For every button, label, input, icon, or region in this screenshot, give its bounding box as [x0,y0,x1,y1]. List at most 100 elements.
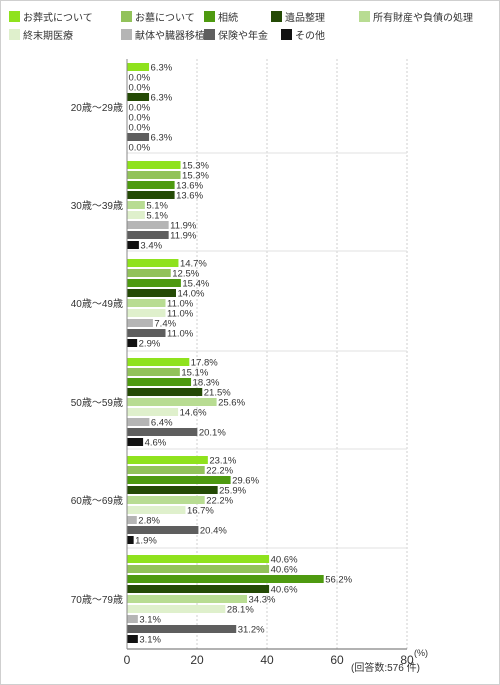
bar [127,161,181,169]
bar [127,63,150,71]
data-label: 0.0% [129,103,151,114]
bar [127,526,199,534]
data-label: 2.8% [138,516,160,527]
data-label: 15.4% [182,279,209,290]
data-label: 40.6% [271,555,298,566]
legend-item: 相続 [204,9,238,24]
data-label: 21.5% [204,388,231,399]
legend-swatch [9,10,20,22]
bar [127,299,166,307]
category-label: 40歳〜49歳 [71,298,123,310]
data-label: 25.6% [218,398,245,409]
bar [127,428,198,436]
x-tick-label: 60 [330,653,344,667]
legend-label: 終末期医療 [23,30,73,42]
legend-item: お葬式について [9,9,93,24]
bar [127,476,231,484]
legend-label: お墓について [135,12,195,24]
category-label: 30歳〜39歳 [71,200,123,212]
data-label: 6.3% [151,93,173,104]
bar [127,496,205,504]
data-label: 0.0% [129,143,151,154]
data-label: 22.2% [206,466,233,477]
data-label: 6.3% [151,63,173,74]
bar [127,309,166,317]
legend-label: 相続 [218,12,238,24]
data-label: 20.4% [200,526,227,537]
x-axis-unit: (%) [414,648,428,658]
bar [127,388,203,396]
legend-item: お墓について [121,9,195,24]
bar [127,319,153,327]
bar [127,211,145,219]
bar [127,181,175,189]
bar [127,241,139,249]
bar [127,565,270,573]
data-label: 18.3% [193,378,220,389]
data-label: 3.1% [139,635,161,646]
bar [127,635,138,643]
data-label: 13.6% [176,191,203,202]
data-label: 34.3% [249,595,276,606]
data-label: 23.1% [209,456,236,467]
data-label: 11.9% [170,221,197,232]
legend-swatch [204,10,215,22]
bar [127,191,175,199]
x-tick-label: 0 [124,653,131,667]
bar [127,231,169,239]
data-label: 40.6% [271,585,298,596]
data-label: 28.1% [227,605,254,616]
data-label: 12.5% [172,269,199,280]
legend-label: 遺品整理 [285,12,325,24]
legend-label: その他 [295,30,325,42]
legend-label: 献体や臓器移植 [135,30,205,42]
legend-swatch [121,10,132,22]
category-label: 70歳〜79歳 [71,594,123,606]
data-label: 6.4% [151,418,173,429]
data-label: 0.0% [129,73,151,84]
legend-swatch [121,28,132,40]
data-label: 11.9% [170,231,197,242]
category-label: 50歳〜59歳 [71,397,123,409]
data-label: 15.3% [182,161,209,172]
legend-swatch [9,28,20,40]
legend-item: 保険や年金 [204,27,268,42]
data-label: 6.3% [151,133,173,144]
data-label: 2.9% [139,339,161,350]
bar [127,171,181,179]
data-label: 15.3% [182,171,209,182]
bar [127,575,324,583]
data-label: 11.0% [167,329,194,340]
bar [127,595,248,603]
legend-item: 所有財産や負債の処理 [359,9,473,24]
bar [127,418,150,426]
data-label: 4.6% [145,438,167,449]
data-label: 3.4% [140,241,162,252]
legend-item: その他 [281,27,325,42]
data-label: 7.4% [154,319,176,330]
data-label: 14.6% [180,408,207,419]
bar [127,486,218,494]
data-label: 13.6% [176,181,203,192]
bar [127,516,137,524]
bar [127,133,150,141]
bar [127,536,134,544]
data-label: 5.1% [146,211,168,222]
data-label: 31.2% [238,625,265,636]
data-label: 40.6% [271,565,298,576]
data-label: 0.0% [129,123,151,134]
bar [127,279,181,287]
bar [127,269,171,277]
bar [127,93,150,101]
legend-swatch [281,28,292,40]
bar [127,289,176,297]
bar [127,456,208,464]
data-label: 29.6% [232,476,259,487]
legend-label: 保険や年金 [218,30,268,42]
bar [127,466,205,474]
x-tick-label: 80 [400,653,414,667]
data-label: 22.2% [206,496,233,507]
bar [127,408,179,416]
